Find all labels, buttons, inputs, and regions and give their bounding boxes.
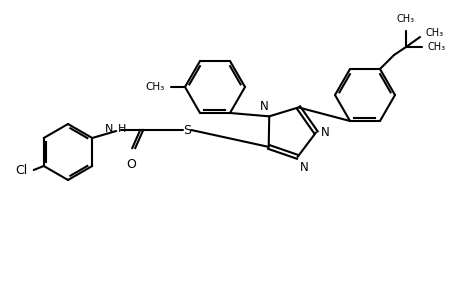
Text: H: H — [118, 124, 126, 134]
Text: N: N — [259, 100, 268, 113]
Text: CH₃: CH₃ — [425, 28, 443, 38]
Text: CH₃: CH₃ — [146, 82, 165, 92]
Text: N: N — [299, 161, 308, 174]
Text: Cl: Cl — [16, 164, 28, 176]
Text: CH₃: CH₃ — [396, 14, 414, 24]
Text: O: O — [126, 158, 136, 171]
Text: S: S — [183, 124, 191, 136]
Text: CH₃: CH₃ — [427, 42, 445, 52]
Text: N: N — [320, 126, 329, 139]
Text: N: N — [105, 124, 113, 134]
